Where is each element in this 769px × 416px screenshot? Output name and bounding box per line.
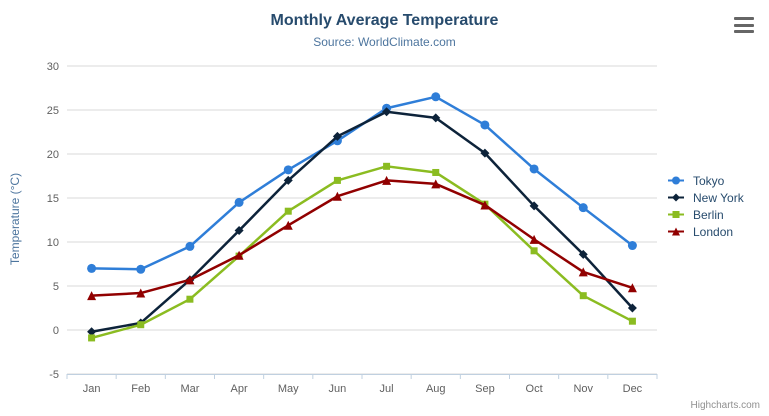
- y-axis-title: Temperature (°C): [8, 172, 22, 266]
- x-axis-label: Apr: [231, 383, 248, 395]
- legend-item-new-york[interactable]: New York: [668, 190, 744, 205]
- data-point-new-york[interactable]: [87, 327, 97, 337]
- data-point-london[interactable]: [234, 250, 244, 260]
- series-line-london: [90, 179, 634, 297]
- x-axis-label: Jan: [83, 383, 101, 395]
- series-line-tokyo: [90, 95, 634, 271]
- legend-marker: [672, 227, 680, 236]
- data-point-new-york[interactable]: [382, 107, 392, 117]
- data-point-berlin[interactable]: [383, 162, 391, 170]
- data-point-london[interactable]: [480, 200, 490, 210]
- legend-marker: [672, 193, 680, 202]
- x-axis-label: Dec: [623, 383, 643, 395]
- legend-label: Berlin: [693, 207, 724, 222]
- y-axis-label: 25: [47, 105, 59, 117]
- data-point-tokyo[interactable]: [578, 203, 588, 213]
- hamburger-icon: [734, 17, 754, 20]
- legend: Tokyo New York Berlin London: [668, 173, 744, 239]
- data-point-london[interactable]: [332, 191, 342, 201]
- data-point-london[interactable]: [627, 283, 637, 293]
- x-axis-label: May: [278, 383, 299, 395]
- data-point-berlin[interactable]: [137, 321, 145, 329]
- data-point-berlin[interactable]: [88, 334, 96, 342]
- data-point-tokyo[interactable]: [234, 197, 244, 207]
- data-point-new-york[interactable]: [480, 148, 490, 158]
- legend-label: Tokyo: [693, 173, 725, 188]
- legend-label: London: [693, 224, 734, 239]
- x-axis-label: Mar: [180, 383, 199, 395]
- hamburger-icon: [734, 30, 754, 33]
- chart-title: Monthly Average Temperature: [270, 12, 499, 29]
- legend-item-london[interactable]: London: [668, 224, 744, 239]
- data-point-london[interactable]: [87, 291, 97, 301]
- data-point-london[interactable]: [283, 220, 293, 230]
- y-axis-label: 15: [47, 193, 59, 205]
- x-axis-label: Jul: [380, 383, 394, 395]
- data-point-new-york[interactable]: [332, 131, 342, 141]
- data-point-london[interactable]: [431, 179, 441, 189]
- data-point-tokyo[interactable]: [185, 241, 195, 251]
- data-point-new-york[interactable]: [529, 201, 539, 211]
- x-axis-label: Sep: [475, 383, 495, 395]
- data-point-berlin[interactable]: [628, 317, 636, 325]
- data-point-berlin[interactable]: [579, 292, 587, 300]
- x-axis-label: Feb: [131, 383, 150, 395]
- data-point-berlin[interactable]: [530, 247, 538, 255]
- legend-item-berlin[interactable]: Berlin: [668, 207, 744, 222]
- data-point-tokyo[interactable]: [136, 264, 146, 274]
- data-point-london[interactable]: [578, 267, 588, 277]
- data-point-tokyo[interactable]: [627, 241, 637, 251]
- y-axis-label: 20: [47, 149, 59, 161]
- credits-link[interactable]: Highcharts.com: [690, 400, 760, 411]
- data-point-new-york[interactable]: [234, 226, 244, 236]
- x-axis-label: Oct: [526, 383, 543, 395]
- legend-marker: [672, 176, 680, 185]
- x-axis-label: Aug: [426, 383, 446, 395]
- legend-marker-icon: [668, 193, 684, 202]
- data-point-london[interactable]: [382, 175, 392, 185]
- data-point-london[interactable]: [136, 288, 146, 298]
- y-axis-label: 10: [47, 237, 59, 249]
- data-point-new-york[interactable]: [283, 175, 293, 185]
- x-axis-label: Nov: [573, 383, 593, 395]
- series-line-berlin: [90, 165, 634, 340]
- chart-subtitle: Source: WorldClimate.com: [313, 35, 456, 49]
- data-point-tokyo[interactable]: [480, 120, 490, 130]
- legend-marker-icon: [668, 176, 684, 185]
- data-point-tokyo[interactable]: [529, 164, 539, 174]
- data-point-london[interactable]: [529, 234, 539, 244]
- legend-label: New York: [693, 190, 744, 205]
- y-axis-label: 0: [53, 325, 59, 337]
- data-point-london[interactable]: [185, 275, 195, 285]
- data-point-tokyo[interactable]: [283, 165, 293, 175]
- legend-item-tokyo[interactable]: Tokyo: [668, 173, 744, 188]
- data-point-berlin[interactable]: [432, 168, 440, 176]
- data-point-new-york[interactable]: [431, 113, 441, 123]
- y-axis-label: 5: [53, 281, 59, 293]
- data-point-new-york[interactable]: [578, 249, 588, 259]
- y-axis-label: -5: [49, 369, 59, 381]
- x-axis-label: Jun: [329, 383, 347, 395]
- data-point-berlin[interactable]: [284, 207, 292, 215]
- data-point-berlin[interactable]: [186, 295, 194, 303]
- context-menu-button[interactable]: [732, 15, 758, 35]
- data-point-tokyo[interactable]: [87, 263, 97, 273]
- hamburger-icon: [734, 23, 754, 27]
- legend-marker: [672, 211, 680, 218]
- data-point-berlin[interactable]: [333, 176, 341, 184]
- data-point-tokyo[interactable]: [431, 92, 441, 102]
- series-line-new-york: [90, 110, 634, 334]
- y-axis-label: 30: [47, 61, 59, 73]
- legend-marker-icon: [668, 211, 684, 218]
- legend-marker-icon: [668, 227, 684, 236]
- data-point-new-york[interactable]: [627, 303, 637, 313]
